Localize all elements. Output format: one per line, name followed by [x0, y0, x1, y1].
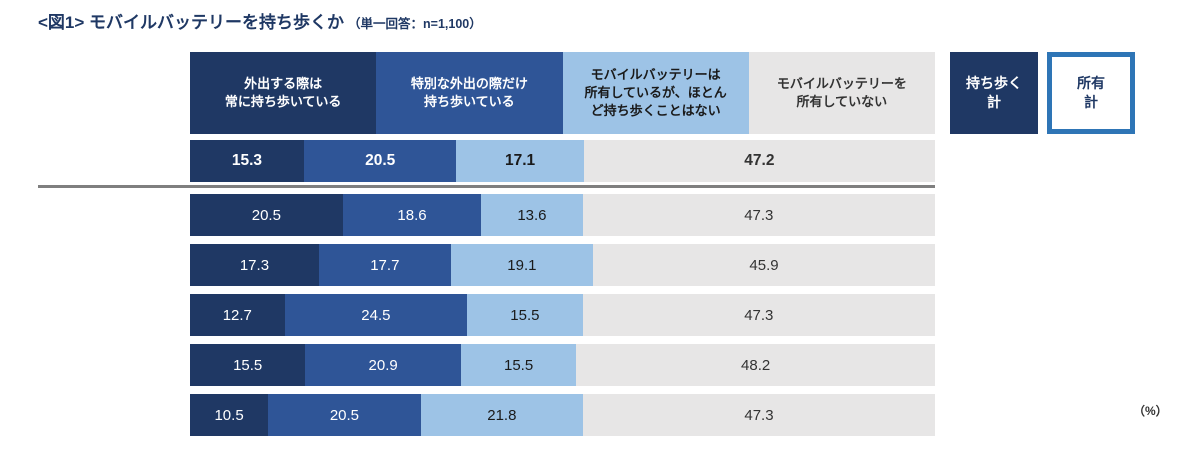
legend: 持ち歩く 計 所有 計 [950, 52, 1135, 134]
bar-segment-2: 24.5 [284, 294, 468, 336]
bar-segment-1: 17.3 [190, 244, 319, 286]
segment-value-label: 20.5 [251, 206, 281, 224]
segment-value-label: 47.2 [744, 152, 775, 169]
bar-segment-3: 17.1 [456, 140, 584, 182]
bar-segment-4: 47.3 [582, 194, 935, 236]
segment-value-label: 17.3 [239, 256, 270, 274]
segment-value-label: 13.6 [517, 206, 547, 224]
bar-segment-2: 20.9 [305, 344, 461, 386]
column-header-4: モバイルバッテリーを 所有していない [748, 52, 935, 134]
segment-value-label: 15.3 [231, 152, 263, 169]
segment-value-label: 24.5 [361, 306, 391, 324]
chart-title-note: （単一回答：n=1,100） [348, 17, 482, 31]
segment-value-label: 47.3 [744, 306, 774, 324]
bar-segment-1: 10.5 [190, 394, 269, 436]
chart-title-main: <図1> モバイルバッテリーを持ち歩くか [38, 13, 345, 32]
segment-value-label: 47.3 [744, 406, 774, 424]
segment-value-label: 10.5 [214, 406, 244, 424]
column-headers: 外出する際は 常に持ち歩いている 特別な外出の際だけ 持ち歩いている モバイルバッテ… [190, 52, 935, 134]
bar-segment-4: 45.9 [593, 244, 935, 286]
stacked-bar-row-4: 12.7 24.5 15.5 47.3 [190, 294, 935, 336]
bar-segment-4: 48.2 [576, 344, 935, 386]
segment-value-label: 15.5 [510, 306, 540, 324]
chart-title: <図1> モバイルバッテリーを持ち歩くか （単一回答：n=1,100） [38, 8, 482, 33]
segment-value-label: 17.1 [505, 152, 536, 169]
stacked-bar-row-6: 10.5 20.5 21.8 47.3 [190, 394, 935, 436]
segment-value-label: 48.2 [741, 356, 771, 374]
stacked-bar-row-1: 15.3 20.5 17.1 47.2 [190, 140, 935, 182]
stacked-bar-row-2: 20.5 18.6 13.6 47.3 [190, 194, 935, 236]
unit-label: （%） [1133, 404, 1168, 418]
segment-value-label: 15.5 [233, 356, 263, 374]
column-header-1: 外出する際は 常に持ち歩いている [190, 52, 377, 134]
segment-value-label: 20.9 [368, 356, 398, 374]
stacked-bar-row-3: 17.3 17.7 19.1 45.9 [190, 244, 935, 286]
segment-value-label: 45.9 [749, 256, 779, 274]
segment-value-label: 19.1 [507, 256, 537, 274]
segment-value-label: 17.7 [370, 256, 400, 274]
total-separator-line [38, 185, 935, 188]
bar-segment-3: 13.6 [481, 194, 583, 236]
bar-segment-3: 15.5 [460, 344, 577, 386]
stacked-bar-row-5: 15.5 20.9 15.5 48.2 [190, 344, 935, 386]
segment-value-label: 15.5 [503, 356, 534, 374]
bar-segment-2: 20.5 [268, 394, 421, 436]
segment-value-label: 20.5 [365, 152, 396, 169]
bar-segment-4: 47.3 [582, 294, 935, 336]
bar-segment-3: 21.8 [420, 394, 583, 436]
bar-segment-4: 47.3 [582, 394, 935, 436]
bar-segment-3: 15.5 [467, 294, 583, 336]
segment-value-label: 18.6 [397, 206, 427, 224]
segment-value-label: 12.7 [222, 306, 252, 324]
segment-value-label: 47.3 [744, 206, 774, 224]
bar-segment-2: 17.7 [318, 244, 451, 286]
bar-segment-3: 19.1 [450, 244, 594, 286]
segment-value-label: 21.8 [487, 406, 517, 424]
bar-segment-1: 15.5 [190, 344, 306, 386]
legend-own-total: 所有 計 [1047, 52, 1135, 134]
segment-value-label: 20.5 [329, 406, 360, 424]
legend-carry-total: 持ち歩く 計 [950, 52, 1038, 134]
bar-segment-1: 20.5 [190, 194, 343, 236]
bar-segment-2: 18.6 [342, 194, 482, 236]
bar-segment-1: 12.7 [190, 294, 285, 336]
column-header-3: モバイルバッテリーは 所有しているが、ほとん ど持ち歩くことはない [562, 52, 749, 134]
bar-segment-1: 15.3 [190, 140, 304, 182]
stacked-bar-rows: 15.3 20.5 17.1 47.2 20.5 18.6 13.6 47.3 17.3 17.7… [190, 140, 935, 444]
bar-segment-4: 47.2 [583, 140, 935, 182]
column-header-2: 特別な外出の際だけ 持ち歩いている [376, 52, 563, 134]
bar-segment-2: 20.5 [303, 140, 457, 182]
